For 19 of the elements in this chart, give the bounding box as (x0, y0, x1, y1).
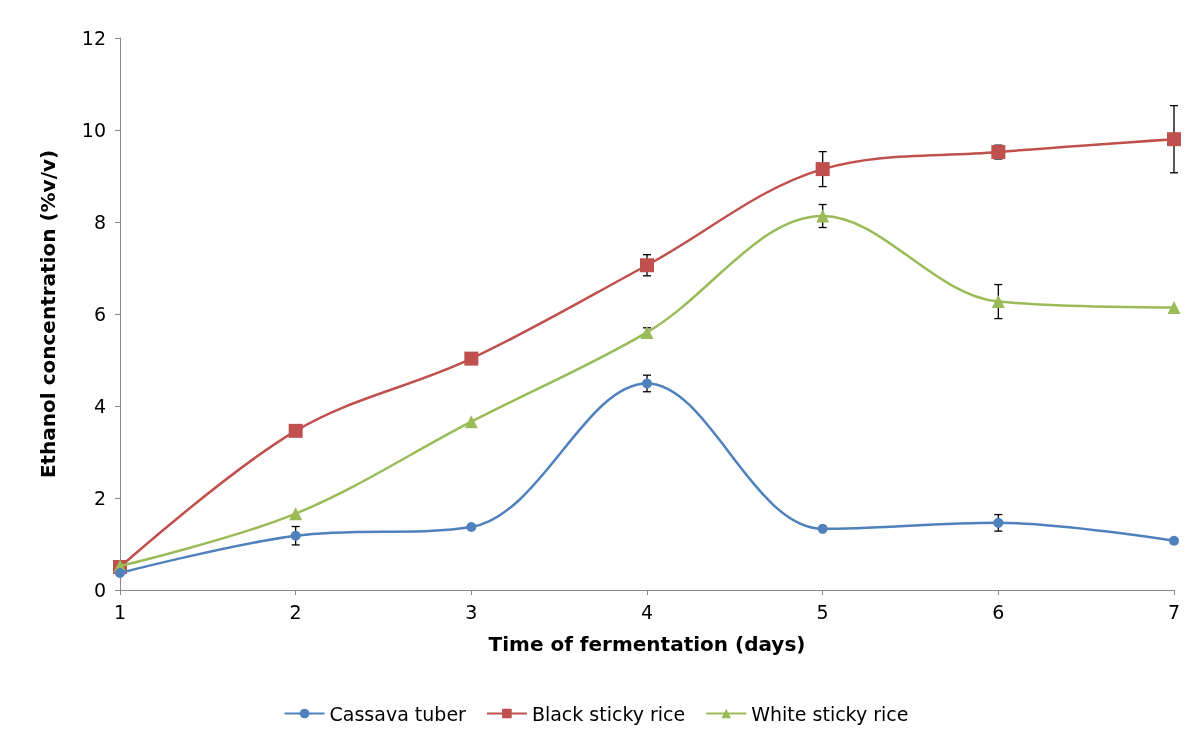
x-tick-label: 4 (640, 600, 654, 623)
y-tick-label: 6 (93, 303, 106, 325)
legend-label: Cassava tuber (329, 702, 467, 725)
y-tick-label: 12 (81, 27, 106, 49)
x-tick-label: 7 (1167, 600, 1181, 623)
y-tick-label: 0 (93, 579, 106, 601)
legend-label: White sticky rice (751, 702, 909, 725)
y-tick-label: 10 (81, 119, 106, 141)
x-axis-title: Time of fermentation (days) (488, 632, 806, 656)
legend-label: Black sticky rice (531, 702, 686, 725)
y-tick-label: 4 (93, 395, 106, 417)
y-tick-label: 2 (93, 487, 106, 509)
y-axis-title: Ethanol concentration (%v/v) (36, 149, 60, 479)
x-tick-label: 3 (465, 600, 478, 623)
x-tick-label: 5 (816, 600, 829, 623)
x-tick-label: 1 (113, 600, 127, 623)
y-tick-label: 8 (93, 211, 106, 233)
x-tick-label: 2 (289, 600, 302, 623)
x-tick-label: 6 (992, 600, 1005, 623)
